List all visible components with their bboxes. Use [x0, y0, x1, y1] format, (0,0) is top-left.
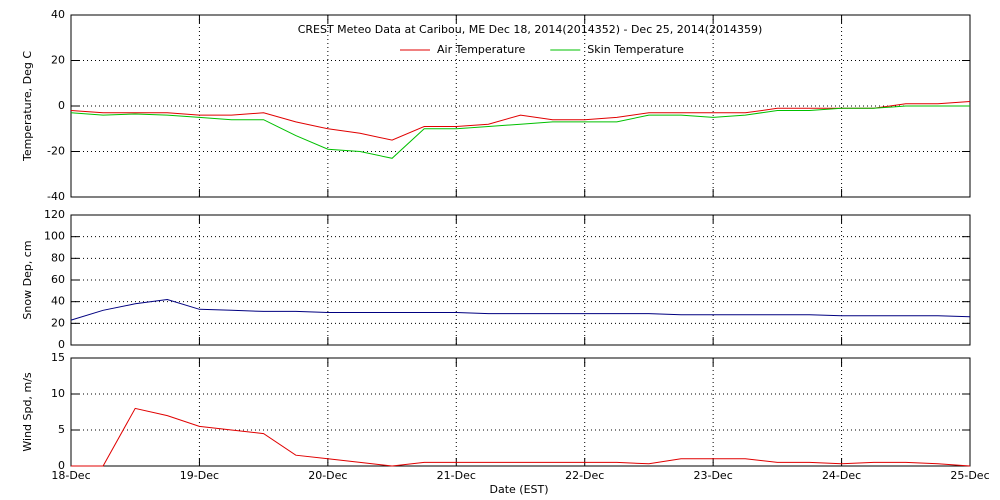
x-tick-label: 21-Dec — [437, 469, 476, 482]
y-tick-label: 0 — [58, 99, 65, 112]
y-axis-label: Wind Spd, m/s — [21, 372, 34, 452]
legend-label: Air Temperature — [437, 43, 526, 56]
x-tick-label: 19-Dec — [180, 469, 219, 482]
data-line — [71, 407, 971, 467]
x-tick-label: 23-Dec — [694, 469, 733, 482]
y-tick-label: 15 — [51, 351, 65, 364]
data-line — [70, 101, 971, 141]
plot-frame — [70, 357, 971, 467]
y-tick-label: -20 — [47, 145, 65, 158]
y-tick-label: 120 — [44, 208, 65, 221]
y-axis-label: Snow Dep, cm — [21, 240, 34, 319]
y-axis-label: Temperature, Deg C — [21, 51, 34, 162]
data-line — [70, 105, 970, 159]
y-tick-label: 20 — [51, 54, 65, 67]
y-tick-label: 80 — [51, 251, 65, 264]
y-tick-label: 0 — [58, 459, 65, 472]
y-tick-label: 100 — [44, 230, 65, 243]
y-tick-label: -40 — [47, 190, 65, 203]
y-tick-label: 20 — [51, 316, 65, 329]
x-tick-label: 22-Dec — [565, 469, 604, 482]
y-tick-label: 40 — [51, 295, 65, 308]
y-tick-label: 0 — [58, 338, 65, 351]
x-axis-label: Date (EST) — [489, 483, 548, 496]
y-tick-label: 5 — [58, 423, 65, 436]
x-tick-label: 25-Dec — [950, 469, 989, 482]
chart-title: CREST Meteo Data at Caribou, ME Dec 18, … — [298, 23, 763, 36]
y-tick-label: 40 — [51, 8, 65, 21]
legend-label: Skin Temperature — [587, 43, 684, 56]
y-tick-label: 10 — [51, 387, 65, 400]
data-line — [70, 298, 971, 321]
x-tick-label: 18-Dec — [51, 469, 90, 482]
x-tick-label: 24-Dec — [822, 469, 861, 482]
y-tick-label: 60 — [51, 273, 65, 286]
x-tick-label: 20-Dec — [308, 469, 347, 482]
plot-frame — [70, 214, 971, 346]
